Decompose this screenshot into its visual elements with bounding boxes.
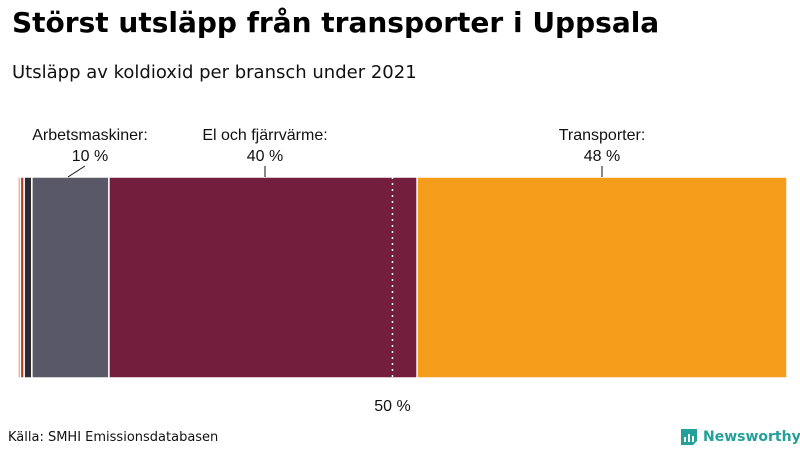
chart-title: Störst utsläpp från transporter i Uppsal… bbox=[12, 6, 660, 39]
bar-segment-transporter bbox=[416, 176, 788, 379]
segment-value-transporter: 48 % bbox=[584, 148, 620, 165]
stacked-bar-chart: Arbetsmaskiner: 10 % El och fjärrvärme: 40 … bbox=[17, 127, 788, 415]
segment-label-el-och-fj-rrv-rme: El och fjärrvärme: bbox=[202, 127, 327, 144]
segment-label-transporter: Transporter: bbox=[559, 127, 646, 144]
segment-value-arbetsmaskiner: 10 % bbox=[72, 148, 108, 165]
bar-segment-small-3 bbox=[23, 176, 33, 379]
logo-text: Newsworthy bbox=[703, 429, 800, 445]
segment-leader-arbetsmaskiner bbox=[67, 165, 86, 178]
segment-value-el-och-fj-rrv-rme: 40 % bbox=[247, 148, 283, 165]
bar-segment-el-och-fj-rrv-rme bbox=[108, 176, 418, 379]
reference-label: 50 % bbox=[374, 398, 410, 415]
source-note: Källa: SMHI Emissionsdatabasen bbox=[8, 430, 219, 445]
bar-chart-icon bbox=[681, 429, 697, 445]
newsworthy-logo: Newsworthy bbox=[680, 428, 800, 446]
segment-label-arbetsmaskiner: Arbetsmaskiner: bbox=[32, 127, 148, 144]
chart-subtitle: Utsläpp av koldioxid per bransch under 2… bbox=[12, 62, 417, 83]
bar-segment-arbetsmaskiner bbox=[31, 176, 110, 379]
